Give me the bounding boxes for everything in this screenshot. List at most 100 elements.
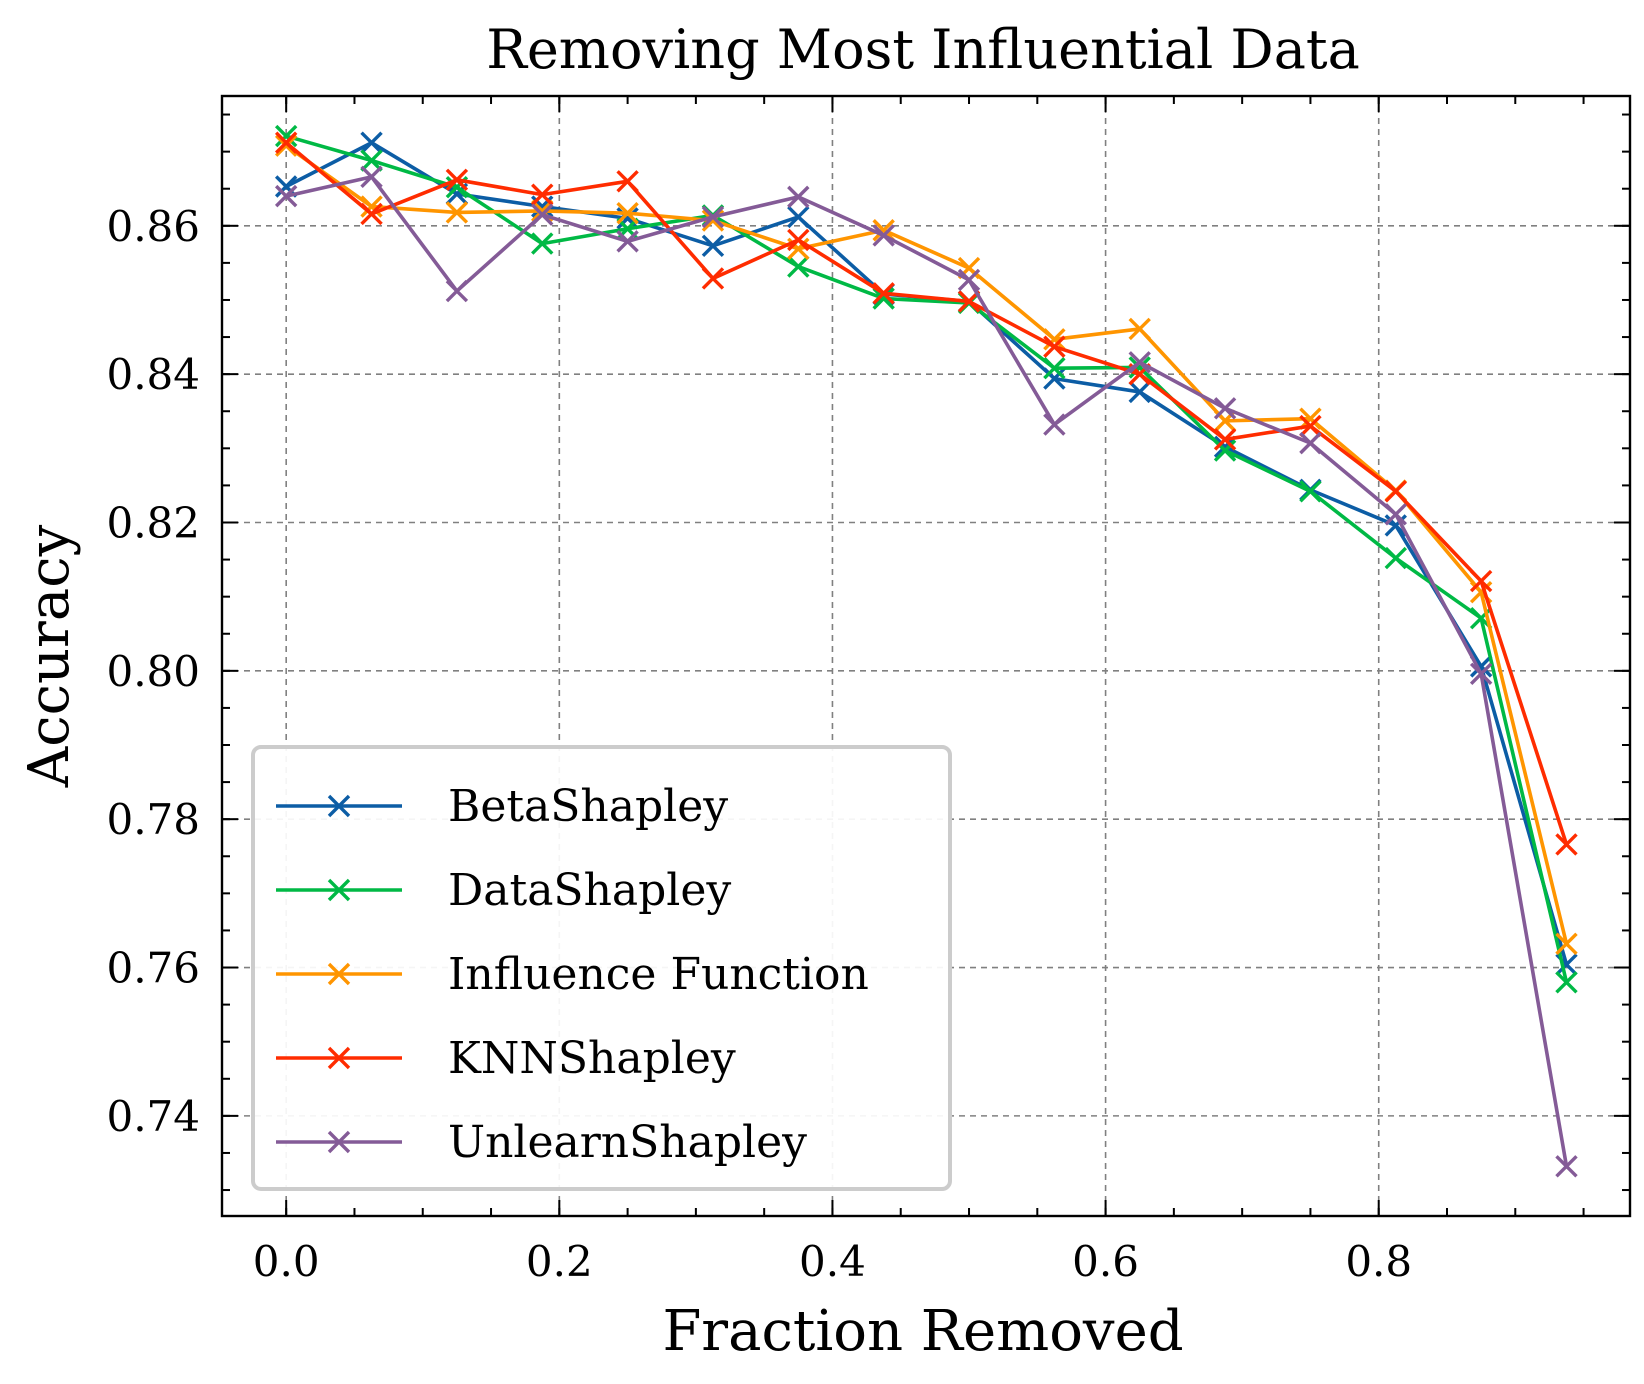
x-tick-label: 0.8 (1345, 1237, 1412, 1286)
y-axis-label: Accuracy (17, 524, 82, 788)
x-tick-label: 0.0 (253, 1237, 320, 1286)
data-point-influence-function (1043, 328, 1066, 351)
data-point-knnshapley (1469, 569, 1493, 593)
data-point-datashapley (360, 149, 383, 172)
data-point-influence-function (1128, 317, 1151, 341)
data-point-datashapley (787, 255, 810, 278)
legend-marker-knnshapley-stroke (327, 1046, 351, 1070)
legend-entry-knnshapley: KNNShapley (276, 1033, 736, 1084)
series-line-knnshapley (285, 141, 1569, 845)
data-point-datashapley (1128, 356, 1151, 379)
data-point-unlearnshapley-stroke (445, 279, 469, 303)
series-line-datashapley (285, 134, 1569, 983)
data-point-unlearnshapley-stroke (1299, 431, 1322, 455)
data-point-influence-function-stroke (1128, 317, 1151, 341)
data-point-knnshapley (872, 282, 895, 305)
series-line-unlearnshapley (285, 175, 1569, 1167)
data-point-datashapley-stroke (1043, 357, 1066, 380)
data-point-knnshapley-stroke (445, 168, 469, 192)
data-point-unlearnshapley-stroke (360, 165, 383, 189)
y-tick-labels: 0.74 0.76 0.78 0.80 0.82 0.84 0.86 (106, 202, 200, 1141)
y-tick-label: 0.84 (106, 350, 200, 399)
x-tick-label: 0.2 (526, 1237, 593, 1286)
data-point-influence-function-stroke (360, 195, 383, 218)
data-point-unlearnshapley-stroke (1384, 503, 1407, 526)
data-point-unlearnshapley-stroke (872, 224, 895, 247)
data-point-datashapley-stroke (1128, 356, 1151, 379)
data-point-knnshapley-stroke (1555, 833, 1578, 856)
data-point-unlearnshapley (872, 224, 895, 247)
data-point-unlearnshapley (1128, 351, 1151, 374)
data-point-betashapley (1128, 380, 1151, 404)
data-point-unlearnshapley (1299, 431, 1322, 455)
data-point-unlearnshapley (274, 184, 298, 208)
data-point-unlearnshapley-stroke (701, 205, 725, 229)
y-tick-label: 0.78 (106, 795, 200, 844)
legend-label-datashapley: DataShapley (448, 865, 731, 916)
chart-title: Removing Most Influential Data (486, 18, 1360, 81)
data-point-unlearnshapley-stroke (1213, 397, 1237, 420)
y-tick-label: 0.74 (106, 1092, 200, 1141)
data-point-knnshapley (1213, 428, 1237, 451)
data-point-datashapley (531, 232, 554, 255)
data-point-knnshapley (360, 202, 383, 226)
data-point-knnshapley-stroke (1384, 480, 1407, 503)
data-point-betashapley-stroke (1469, 655, 1493, 678)
data-point-datashapley (1555, 971, 1578, 994)
data-point-datashapley (1043, 357, 1066, 380)
data-point-influence-function (616, 201, 639, 225)
data-point-knnshapley-stroke (616, 170, 639, 193)
legend-label-unlearnshapley: UnlearnShapley (448, 1117, 807, 1168)
data-point-knnshapley (616, 170, 639, 193)
data-point-datashapley-stroke (1384, 546, 1407, 570)
data-point-influence-function-stroke (872, 219, 895, 242)
data-point-influence-function-stroke (531, 199, 554, 223)
data-point-influence-function-stroke (445, 201, 469, 224)
data-point-betashapley-stroke (616, 207, 639, 230)
data-point-knnshapley (531, 183, 554, 206)
data-point-knnshapley (1384, 480, 1407, 503)
x-tick-label: 0.4 (799, 1237, 866, 1286)
legend-marker-unlearnshapley (327, 1130, 351, 1154)
data-point-unlearnshapley-stroke (787, 185, 810, 209)
data-point-unlearnshapley-stroke (274, 184, 298, 208)
y-tick-label: 0.82 (106, 498, 200, 547)
data-point-knnshapley-stroke (701, 267, 725, 290)
data-series (274, 124, 1578, 1178)
axis-ticks (222, 96, 1630, 1216)
legend-marker-betashapley (327, 794, 351, 818)
data-point-unlearnshapley-stroke (616, 230, 639, 253)
data-point-unlearnshapley (531, 203, 554, 226)
data-point-unlearnshapley-stroke (957, 268, 981, 292)
data-point-influence-function (274, 134, 298, 157)
data-point-unlearnshapley-stroke (531, 203, 554, 226)
data-point-knnshapley-stroke (1043, 335, 1066, 358)
legend-entries: BetaShapley DataShapley Influence Function… (276, 781, 869, 1168)
data-point-knnshapley-stroke (872, 282, 895, 305)
legend-entry-datashapley: DataShapley (276, 865, 731, 916)
data-point-unlearnshapley (1555, 1155, 1578, 1178)
data-point-influence-function (1555, 932, 1578, 955)
data-point-datashapley-stroke (360, 149, 383, 172)
legend: BetaShapley DataShapley Influence Function… (251, 745, 952, 1191)
data-point-influence-function-stroke (616, 201, 639, 225)
legend-label-knnshapley: KNNShapley (448, 1033, 736, 1084)
data-point-datashapley-stroke (274, 124, 298, 148)
legend-entry-betashapley: BetaShapley (276, 781, 728, 832)
data-point-betashapley-stroke (1043, 367, 1066, 390)
data-point-unlearnshapley (1043, 413, 1066, 436)
plot-frame (220, 94, 1632, 1218)
legend-label-betashapley: BetaShapley (448, 781, 728, 832)
data-point-betashapley-stroke (360, 131, 383, 154)
data-point-knnshapley-stroke (957, 290, 981, 313)
series-unlearnshapley (274, 165, 1578, 1178)
data-point-knnshapley-stroke (360, 202, 383, 226)
legend-marker-datashapley (327, 878, 351, 902)
legend-marker-betashapley-stroke (327, 794, 351, 818)
series-line-influence-function (285, 144, 1569, 945)
legend-marker-influence-function (327, 962, 351, 986)
y-tick-label: 0.76 (106, 944, 200, 993)
legend-box (251, 745, 952, 1191)
data-point-unlearnshapley (1469, 662, 1493, 686)
